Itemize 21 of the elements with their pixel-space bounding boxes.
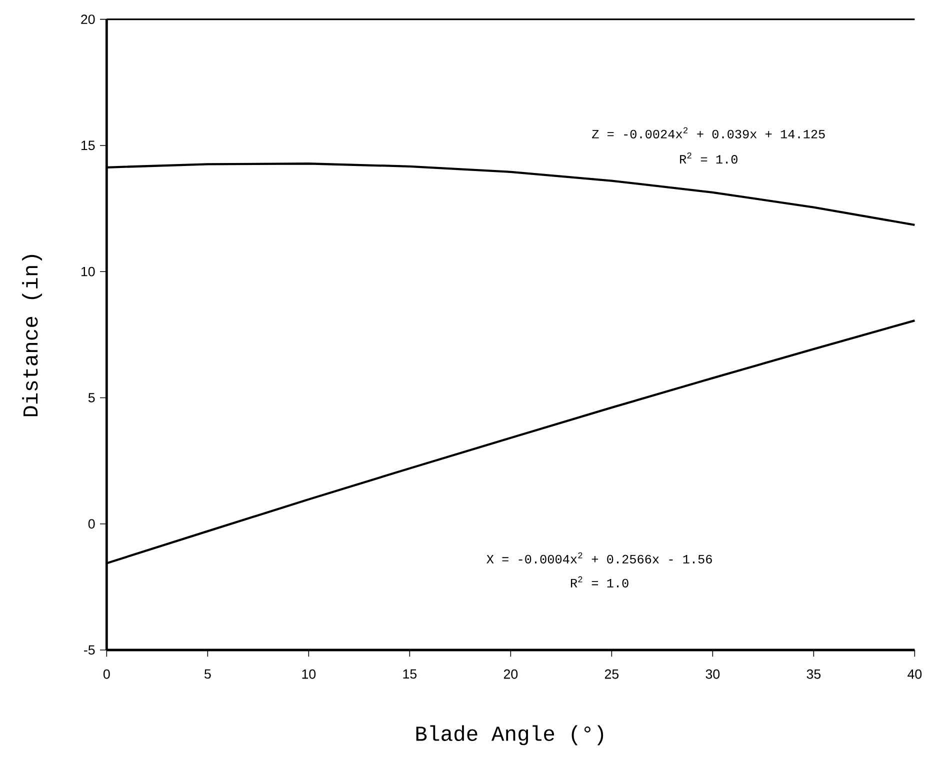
x-tick-label: 15 [403,669,417,679]
x-tick-label: 35 [806,669,821,679]
x-tick-label: 25 [604,669,619,679]
y-tick-label: 0 [88,519,95,529]
y-tick-label: 15 [81,140,95,150]
x-tick-label: 0 [103,669,110,679]
y-tick-label: 20 [81,14,95,24]
y-tick-label: 5 [88,393,95,402]
y-tick-label: 10 [81,266,95,276]
x-tick-label: 20 [504,669,518,679]
x-tick-label: 30 [706,669,720,679]
x-tick-label: 40 [908,669,922,679]
x-tick-label: 10 [302,669,316,679]
annotation: X = -0.0004x$^{2}$ + 0.2566x - 1.56 [486,552,712,564]
annotation: Z = -0.0024x$^{2}$ + 0.039x + 14.125 [592,127,825,138]
y-axis-title: Distance (in) [22,255,42,416]
annotation: R$^{2}$ = 1.0 [570,576,628,588]
x-tick-label: 5 [204,669,211,679]
x-axis-title: Blade Angle (°) [416,725,604,746]
annotation: R$^{2}$ = 1.0 [680,152,738,164]
y-tick-label: -5 [84,645,95,655]
